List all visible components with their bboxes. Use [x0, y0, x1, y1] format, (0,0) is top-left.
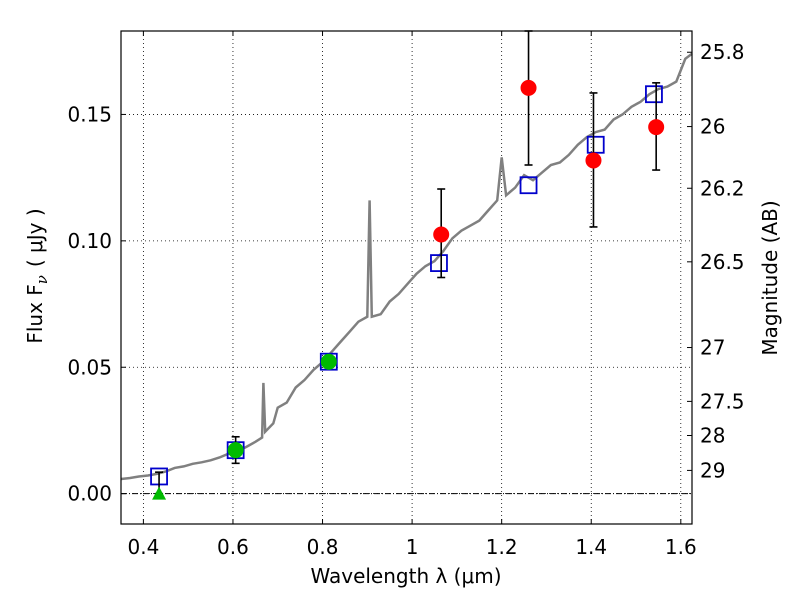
upper-limit-point: [152, 486, 167, 500]
y-tick-label: 0.15: [67, 102, 112, 126]
y2-tick-label: 29: [700, 458, 725, 482]
model-photometry-point: [519, 176, 538, 195]
y-axis-label-text: Flux F: [23, 284, 47, 343]
y-tick-label: 0.10: [67, 229, 112, 253]
x-tick-label: 1.2: [486, 535, 518, 559]
x-tick-label: 1.6: [665, 535, 697, 559]
x-tick-label: 0.8: [307, 535, 339, 559]
nir-data-point: [433, 226, 450, 243]
y2-tick-label: 26.5: [700, 250, 745, 274]
model-photometry-point: [430, 254, 448, 272]
nir-data-point: [648, 119, 665, 136]
x-tick-label: 1.4: [575, 535, 607, 559]
model-photometry-point: [586, 135, 605, 154]
y2-tick-label: 25.8: [700, 40, 745, 64]
y2-tick-label: 27: [700, 336, 725, 360]
grid: [121, 31, 692, 524]
optical-data-point: [227, 442, 244, 459]
secondary-y-axis-label: Magnitude (AB): [758, 200, 782, 355]
optical-data-point: [320, 353, 337, 370]
y-tick-label: 0.00: [67, 482, 112, 506]
nir-data-point: [585, 152, 602, 169]
y2-tick-label: 27.5: [700, 389, 745, 413]
axis-ticks: 0.4 0.6 0.8 1 1.2 1.4 1.6 0.00 0.05 0.10 0.15 25.8 2…: [67, 31, 745, 559]
y2-tick-label: 28: [700, 424, 725, 448]
x-tick-label: 0.4: [127, 535, 159, 559]
y-tick-label: 0.05: [67, 355, 112, 379]
nir-data-point: [520, 79, 537, 96]
x-tick-label: 1: [406, 535, 419, 559]
plot-frame: [120, 30, 693, 525]
y-axis-label: Flux Fν ( μJy ): [23, 208, 51, 343]
model-photometry-point: [645, 85, 663, 104]
y2-tick-label: 26: [700, 115, 725, 139]
y-axis-label-subscript: ν: [33, 275, 51, 284]
y2-tick-label: 26.2: [700, 176, 745, 200]
data-marks: [150, 30, 665, 500]
x-tick-label: 0.6: [217, 535, 249, 559]
model-spectrum-line: [120, 52, 693, 481]
x-axis-label: Wavelength λ (μm): [310, 564, 501, 588]
y-axis-label-unit: ( μJy ): [23, 208, 47, 267]
